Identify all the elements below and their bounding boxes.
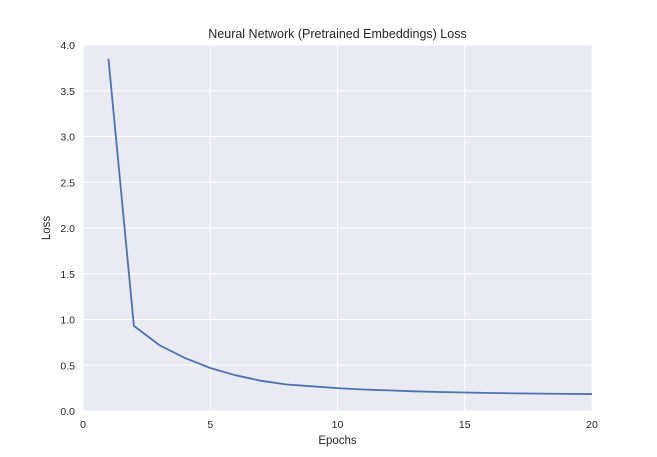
- y-tick-label: 3.0: [60, 132, 75, 144]
- x-tick-label: 15: [459, 419, 471, 431]
- x-tick-label: 5: [207, 419, 213, 431]
- y-tick-label: 3.5: [60, 86, 75, 98]
- y-tick-label: 0.5: [60, 360, 75, 372]
- y-tick-label: 4.0: [60, 40, 75, 52]
- y-axis-label: Loss: [41, 216, 53, 241]
- x-tick-label: 0: [80, 419, 86, 431]
- y-tick-labels: 0.0 0.5 1.0 1.5 2.0 2.5 3.0 3.5 4.0: [60, 40, 75, 418]
- loss-series-line: [107, 58, 593, 395]
- grid-lines: [82, 44, 593, 412]
- x-tick-label: 10: [332, 419, 344, 431]
- y-tick-label: 1.5: [60, 269, 75, 281]
- x-tick-label: 20: [586, 419, 598, 431]
- y-tick-label: 1.0: [60, 315, 75, 327]
- series-layer: [107, 58, 593, 395]
- y-tick-label: 2.0: [60, 223, 75, 235]
- chart-title: Neural Network (Pretrained Embeddings) L…: [208, 27, 466, 41]
- y-tick-label: 2.5: [60, 177, 75, 189]
- x-tick-labels: 0 5 10 15 20: [80, 419, 598, 431]
- x-axis-label: Epochs: [318, 435, 357, 447]
- y-tick-label: 0.0: [60, 406, 75, 418]
